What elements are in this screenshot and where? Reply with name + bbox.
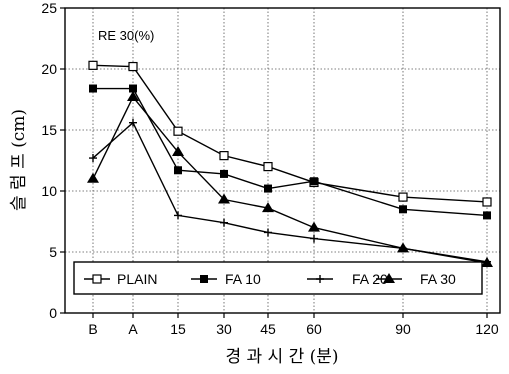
legend-label-fa10: FA 10 (225, 271, 261, 287)
data-point-fa30 (87, 172, 99, 183)
legend-box (73, 261, 483, 295)
data-point-fa20 (174, 211, 182, 220)
grid-lines (65, 8, 500, 313)
data-point-fa30 (481, 256, 493, 267)
data-point-fa20 (129, 118, 137, 127)
x-tick-label: 45 (260, 321, 276, 337)
series-lines (87, 60, 493, 267)
data-point-fa20 (264, 228, 272, 237)
legend-label-fa30: FA 30 (420, 271, 456, 287)
plot-frame (64, 7, 501, 314)
y-tick-label: 10 (41, 183, 57, 199)
data-point-plain (482, 197, 492, 207)
x-axis-label: 경 과 시 간 (분) (225, 347, 338, 367)
data-point-fa10 (483, 211, 491, 220)
legend-marker-fa20 (316, 275, 324, 283)
x-tick-label: A (128, 321, 138, 337)
y-tick-label: 0 (49, 305, 57, 321)
data-point-fa30 (308, 221, 320, 232)
y-axis-label: 슬 럼 프 (cm) (9, 109, 29, 211)
x-axis: B A 15 30 45 60 90 120 (88, 313, 499, 337)
data-point-fa10 (399, 205, 407, 214)
data-point-fa10 (310, 177, 318, 186)
x-tick-label: B (88, 321, 97, 337)
series-line-fa10 (93, 87, 488, 217)
data-point-fa20 (310, 234, 318, 243)
data-point-plain (219, 151, 229, 161)
data-point-plain (128, 61, 138, 72)
legend: PLAIN FA 10 FA 20 FA 30 (73, 261, 483, 295)
data-point-fa10 (89, 84, 97, 93)
data-point-fa20 (220, 218, 228, 227)
y-tick-label: 25 (41, 0, 57, 16)
data-point-fa30 (127, 91, 139, 102)
legend-label-plain: PLAIN (117, 271, 157, 287)
series-line-fa20 (92, 121, 488, 263)
y-tick-label: 5 (49, 244, 57, 260)
y-axis: 0 5 10 15 20 25 (41, 0, 65, 321)
y-tick-label: 15 (41, 122, 57, 138)
legend-label-fa20: FA 20 (352, 271, 388, 287)
data-point-plain (263, 162, 273, 172)
chart-annotation: RE 30(%) (98, 28, 154, 43)
data-point-plain (173, 126, 183, 136)
data-point-fa30 (262, 202, 274, 213)
data-point-fa10 (129, 84, 137, 93)
data-point-plain (398, 192, 408, 202)
data-point-plain (88, 60, 98, 70)
x-tick-label: 120 (475, 321, 499, 337)
legend-marker-plain (92, 274, 102, 284)
x-tick-label: 30 (216, 321, 232, 337)
data-point-fa30 (218, 193, 230, 204)
x-tick-label: 90 (395, 321, 411, 337)
legend-marker-fa10 (200, 275, 208, 283)
data-point-fa20 (89, 154, 97, 163)
x-tick-label: 15 (170, 321, 186, 337)
series-line-plain (92, 64, 488, 203)
data-point-fa10 (174, 166, 182, 175)
data-point-fa30 (397, 242, 409, 253)
data-point-fa10 (264, 184, 272, 193)
x-tick-label: 60 (306, 321, 322, 337)
data-point-fa10 (220, 169, 228, 178)
legend-marker-fa30 (383, 273, 395, 283)
y-tick-label: 20 (41, 61, 57, 77)
series-line-fa30 (92, 95, 488, 264)
data-point-fa30 (172, 145, 184, 156)
